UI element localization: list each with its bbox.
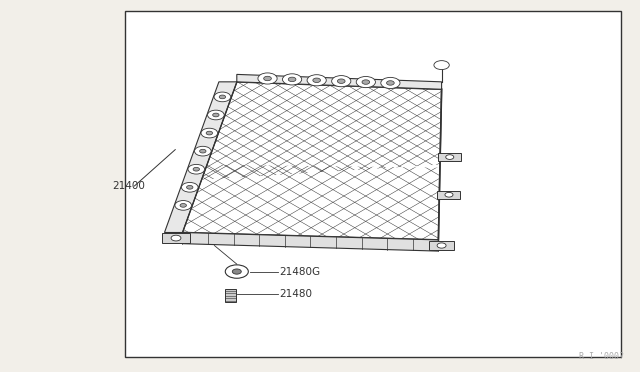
Circle shape bbox=[337, 79, 345, 83]
Circle shape bbox=[437, 243, 446, 248]
Polygon shape bbox=[182, 232, 438, 251]
Circle shape bbox=[212, 113, 219, 117]
Circle shape bbox=[387, 81, 394, 85]
Circle shape bbox=[258, 73, 277, 84]
Text: 21400: 21400 bbox=[112, 181, 145, 191]
Polygon shape bbox=[182, 82, 442, 240]
Circle shape bbox=[188, 164, 205, 174]
Bar bbox=[162, 233, 190, 243]
Circle shape bbox=[201, 128, 218, 138]
Circle shape bbox=[307, 75, 326, 86]
Text: 21480G: 21480G bbox=[280, 267, 321, 276]
Circle shape bbox=[187, 185, 193, 189]
Circle shape bbox=[195, 146, 211, 156]
Circle shape bbox=[171, 235, 181, 241]
Circle shape bbox=[282, 74, 301, 85]
Text: 21480: 21480 bbox=[280, 289, 313, 299]
Circle shape bbox=[381, 77, 400, 89]
Circle shape bbox=[180, 203, 186, 207]
Circle shape bbox=[193, 167, 200, 171]
Bar bbox=[429, 241, 454, 250]
Circle shape bbox=[175, 201, 191, 210]
Circle shape bbox=[356, 77, 376, 88]
Circle shape bbox=[288, 77, 296, 81]
Circle shape bbox=[206, 131, 212, 135]
Circle shape bbox=[200, 149, 206, 153]
Circle shape bbox=[362, 80, 370, 84]
Circle shape bbox=[219, 95, 225, 99]
Circle shape bbox=[225, 265, 248, 278]
Polygon shape bbox=[164, 82, 237, 232]
Polygon shape bbox=[237, 74, 442, 89]
Circle shape bbox=[264, 76, 271, 81]
Circle shape bbox=[182, 182, 198, 192]
Text: R I '000?: R I '000? bbox=[579, 352, 624, 361]
Circle shape bbox=[434, 61, 449, 70]
Bar bbox=[438, 191, 461, 199]
Circle shape bbox=[445, 192, 453, 197]
Circle shape bbox=[445, 155, 454, 160]
Circle shape bbox=[232, 269, 241, 274]
Circle shape bbox=[214, 92, 231, 102]
Bar bbox=[225, 289, 236, 302]
Bar bbox=[125, 11, 621, 357]
Circle shape bbox=[207, 110, 224, 120]
Circle shape bbox=[332, 76, 351, 87]
Bar bbox=[438, 153, 461, 161]
Circle shape bbox=[313, 78, 321, 83]
